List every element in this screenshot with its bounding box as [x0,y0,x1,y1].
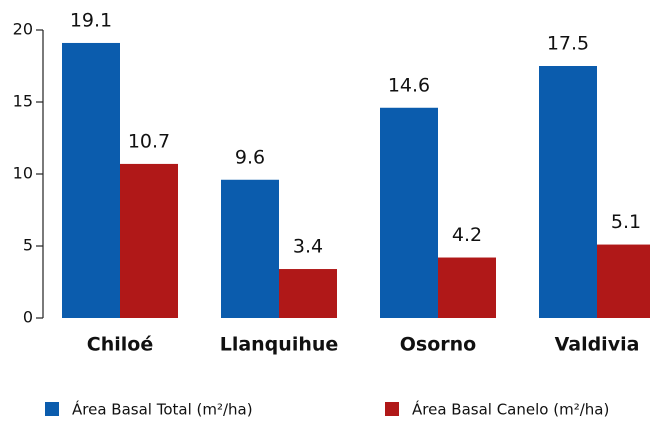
bar [120,163,178,318]
x-tick-label: Llanquihue [220,334,339,356]
x-tick-label: Chiloé [87,334,153,356]
data-label: 10.7 [128,130,170,152]
x-tick-label: Valdivia [555,334,640,356]
y-tick-label: 5 [23,236,33,255]
data-label: 14.6 [388,74,430,96]
bar [221,179,279,318]
data-label: 17.5 [547,33,589,55]
bar [279,269,337,318]
x-tick-label: Osorno [400,334,476,356]
legend-label: Área Basal Total (m²/ha) [72,400,253,419]
bar [597,244,650,318]
y-tick-label: 10 [13,164,33,183]
y-tick-label: 0 [23,308,33,327]
y-tick-label: 15 [13,92,33,111]
y-tick-label: 20 [13,20,33,39]
bar [380,107,438,318]
data-label: 3.4 [293,236,323,258]
data-label: 19.1 [70,9,112,31]
legend-label: Área Basal Canelo (m²/ha) [412,400,609,419]
legend-swatch [45,402,59,416]
bar [539,66,597,318]
bar [62,42,120,319]
bar [438,257,496,318]
data-label: 4.2 [452,224,482,246]
legend-swatch [385,402,399,416]
data-label: 5.1 [611,211,641,233]
data-label: 9.6 [235,146,265,168]
